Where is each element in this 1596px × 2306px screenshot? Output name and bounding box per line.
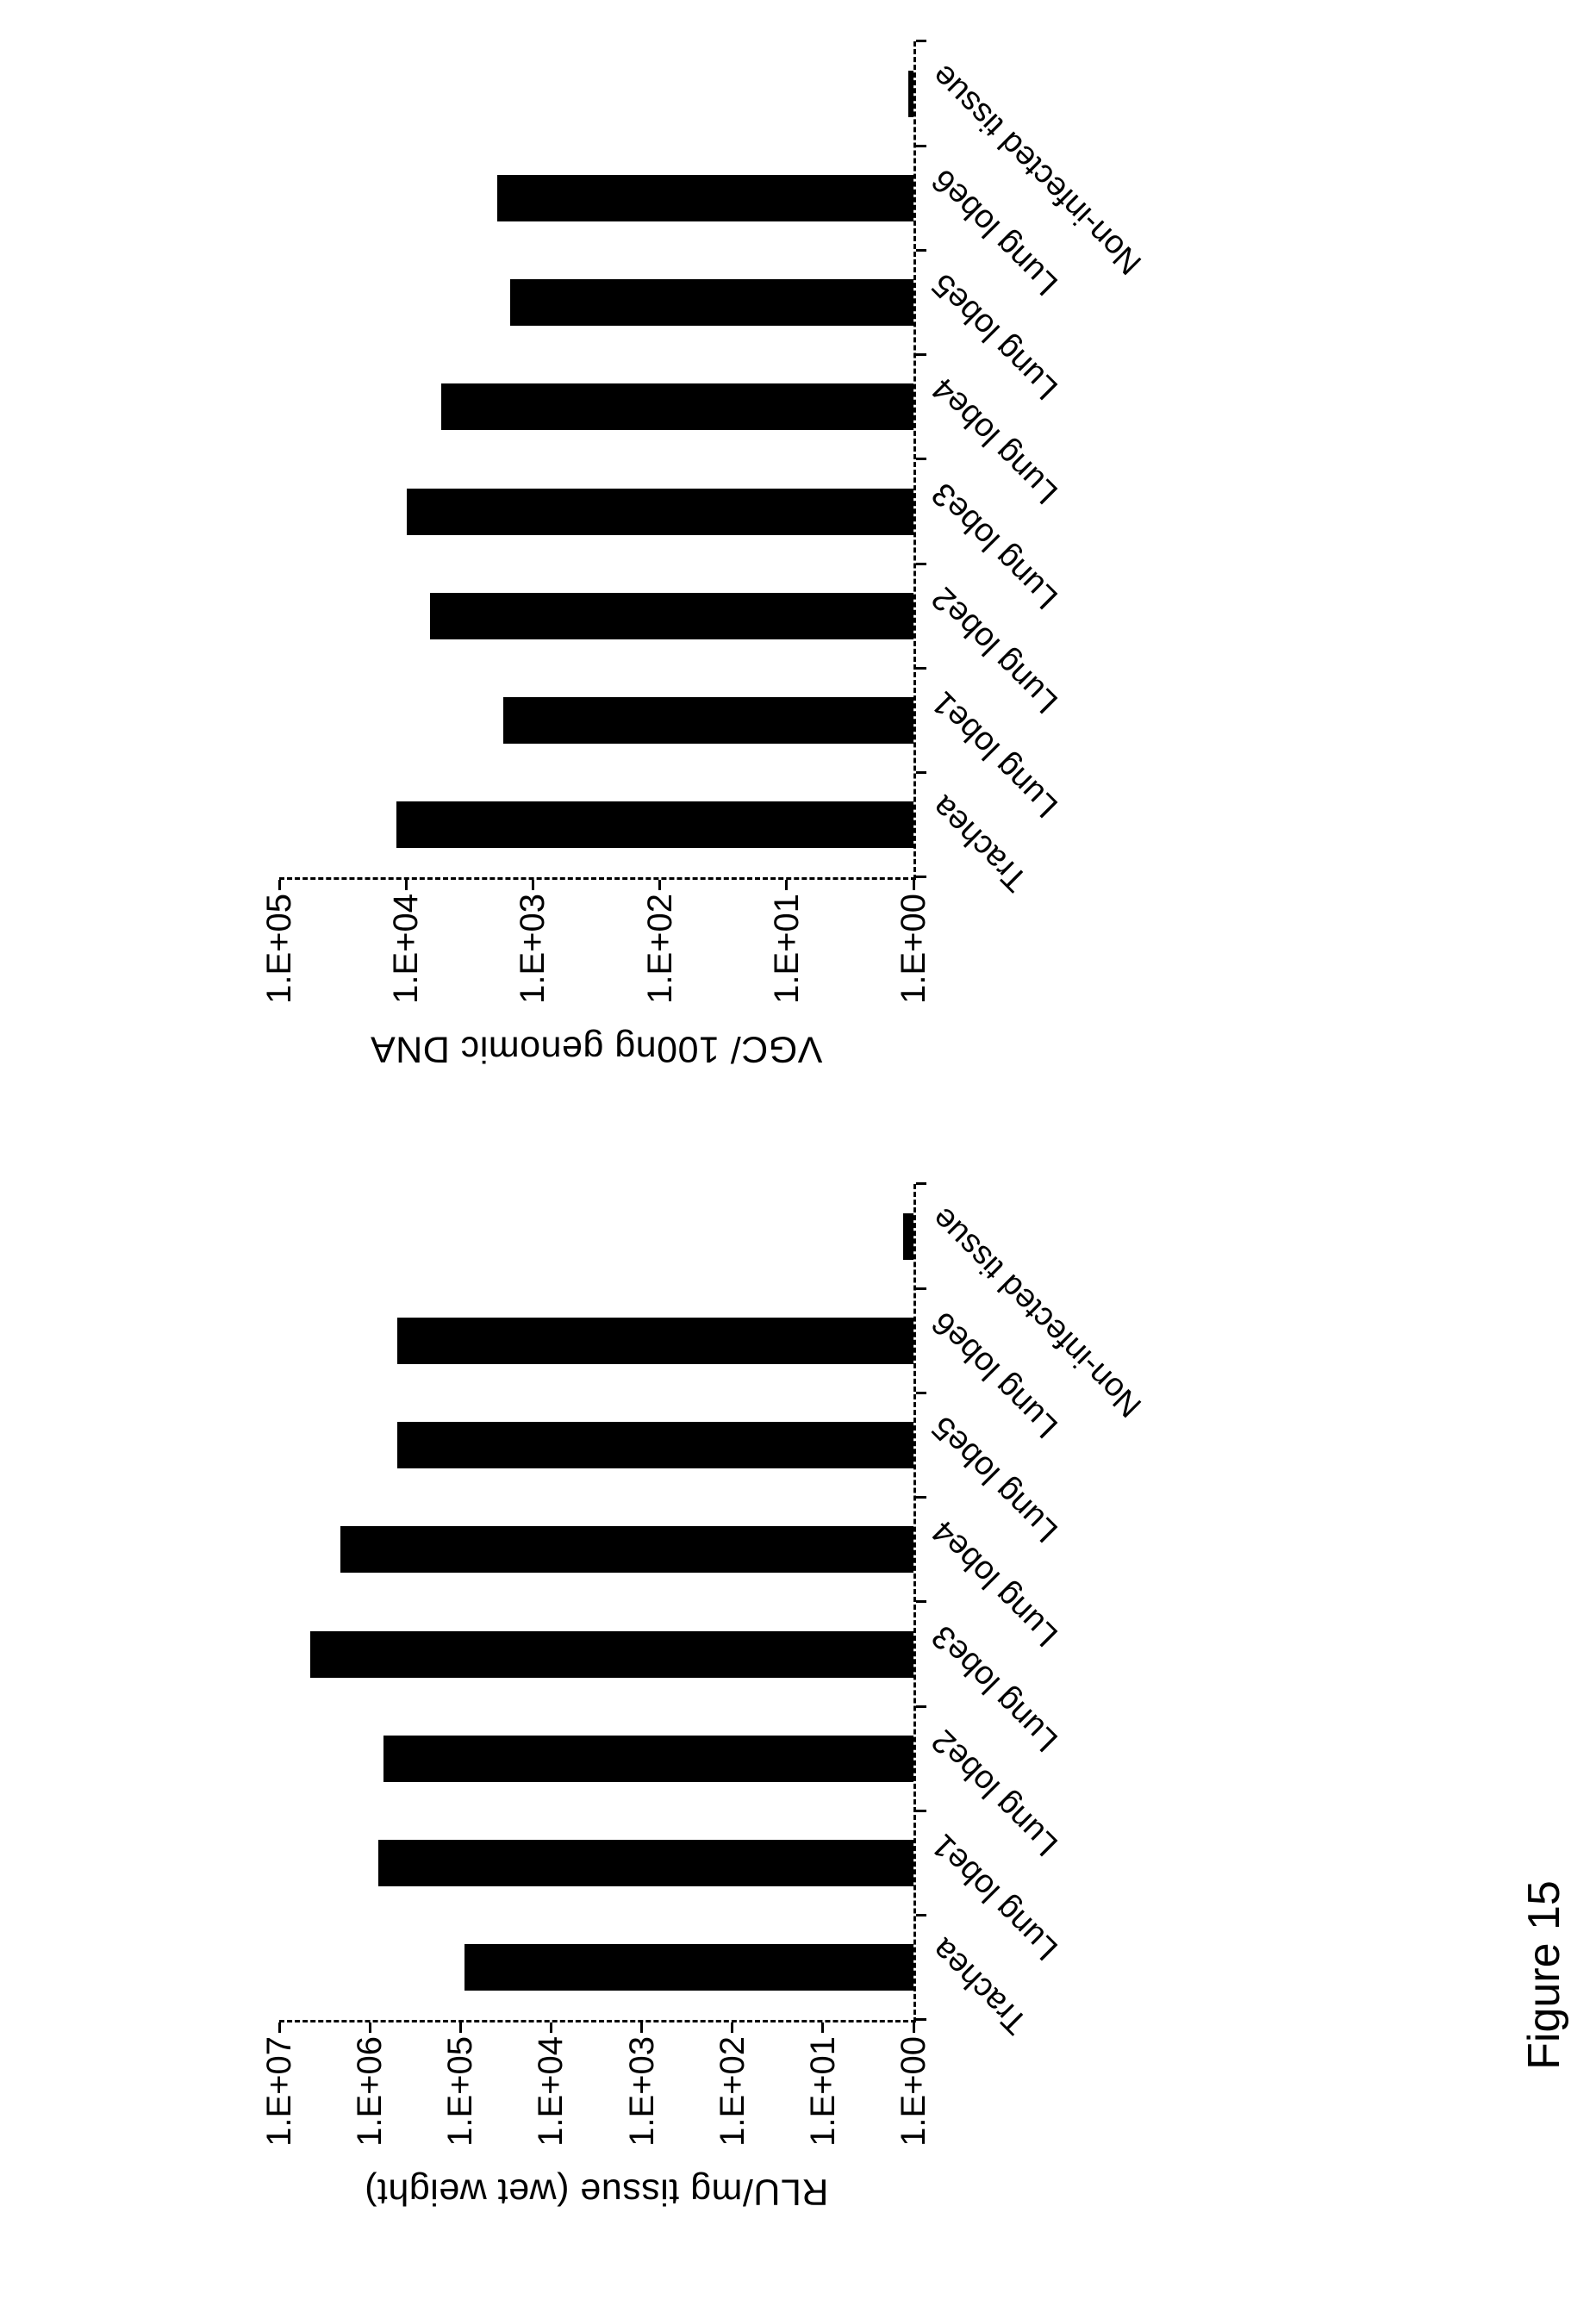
category-axis-tick: [916, 2018, 926, 2022]
category-axis-tick: [916, 1496, 926, 1499]
category-axis-tick: [916, 1600, 926, 1604]
category-axis-tick: [916, 876, 926, 879]
category-label-non-infected-tissue: Non-infected tissue: [925, 57, 1150, 282]
category-axis-tick: [916, 1810, 926, 1812]
value-axis-tick: [912, 880, 915, 890]
bar-lung-lobe4: [340, 1526, 913, 1574]
category-axis-tick: [916, 1914, 926, 1917]
bar-lung-lobe4: [440, 383, 913, 431]
category-axis-tick: [916, 353, 926, 357]
value-axis-tick: [640, 2022, 644, 2033]
category-axis-tick: [916, 1287, 926, 1290]
bar-lung-lobe5: [396, 1422, 913, 1469]
value-axis-tick-label: 1.E+07: [260, 2036, 298, 2147]
bar-trachea: [464, 1944, 913, 1991]
bar-non-infected-tissue: [903, 1212, 913, 1260]
figure-caption: Figure 15: [1519, 1880, 1569, 2070]
category-axis-tick: [916, 458, 926, 461]
value-axis-tick-label: 1.E+05: [260, 894, 298, 1004]
category-axis-tick: [916, 249, 926, 252]
category-axis-tick: [916, 667, 926, 670]
bar-lung-lobe3: [310, 1630, 913, 1678]
bar-lung-lobe1: [378, 1840, 913, 1887]
category-axis-tick: [916, 144, 926, 147]
value-axis-tick: [404, 880, 408, 890]
bar-lung-lobe6: [396, 1317, 913, 1364]
bar-lung-lobe2: [383, 1735, 913, 1782]
value-axis-tick: [458, 2022, 462, 2033]
bar-lung-lobe6: [497, 174, 913, 221]
chart-vgc-genome-copies: 1.E+00 1.E+01 1.E+02 1.E+03 1.E+04 1.E+05 Trac…: [260, 27, 1253, 1095]
category-axis-tick: [916, 40, 926, 43]
chart-rlu-luciferase: 1.E+00 1.E+01 1.E+02 1.E+03 1.E+04 1.E+05 1.E+…: [260, 1169, 1253, 2238]
category-axis-tick: [916, 771, 926, 775]
bar-lung-lobe3: [407, 488, 913, 535]
value-axis-tick-label: 1.E+00: [895, 2036, 932, 2147]
value-axis-tick: [731, 2022, 734, 2033]
bar-trachea: [396, 801, 913, 849]
plot-area-vgc: [277, 40, 926, 890]
category-label-non-infected-tissue: Non-infected tissue: [925, 1200, 1150, 1424]
value-axis-tick: [277, 880, 281, 890]
value-axis-title-vgc: VGC/ 100ng genomic DNA: [370, 1028, 823, 1070]
category-axis-tick: [916, 562, 926, 565]
bar-lung-lobe1: [503, 697, 913, 745]
plot-area-rlu: [277, 1182, 926, 2033]
value-axis-tick: [549, 2022, 552, 2033]
value-axis-tick: [821, 2022, 825, 2033]
value-axis-tick-label: 1.E+00: [895, 894, 932, 1004]
value-axis-title-rlu: RLU/mg tissue (wet weight): [364, 2171, 829, 2213]
value-axis-tick: [785, 880, 789, 890]
value-axis-tick: [368, 2022, 371, 2033]
value-axis-tick: [912, 2022, 915, 2033]
value-axis-tick: [658, 880, 662, 890]
category-axis-tick: [916, 1705, 926, 1708]
bar-lung-lobe2: [429, 592, 913, 639]
category-label-trachea: Trachea: [925, 788, 1035, 899]
bar-non-infected-tissue: [907, 70, 913, 117]
value-axis-tick: [277, 2022, 281, 2033]
category-axis-tick: [916, 1182, 926, 1186]
value-axis-tick: [531, 880, 534, 890]
category-label-trachea: Trachea: [925, 1931, 1035, 2041]
bar-lung-lobe5: [510, 279, 913, 327]
category-axis-tick: [916, 1392, 926, 1394]
